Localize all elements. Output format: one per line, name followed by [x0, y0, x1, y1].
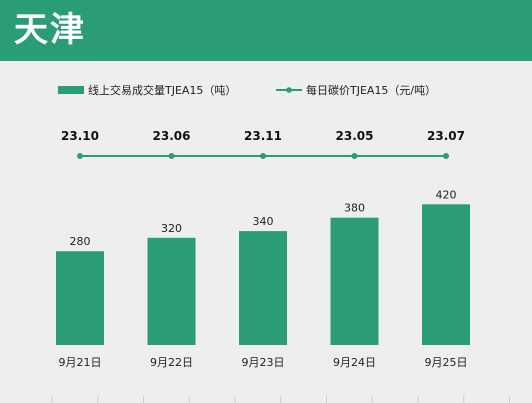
line-point-5 — [443, 153, 449, 159]
line-point-1 — [77, 153, 83, 159]
bar-value-label: 320 — [161, 222, 182, 235]
line-value-label: 23.06 — [153, 129, 191, 143]
bar-series: 280 320 340 380 420 — [56, 188, 470, 345]
x-tick-label: 9月21日 — [59, 356, 102, 369]
header-bar: 天津 — [0, 0, 532, 61]
legend-line-marker — [286, 87, 292, 93]
line-value-label: 23.10 — [61, 129, 99, 143]
bar-4 — [330, 217, 379, 345]
line-point-4 — [351, 153, 358, 159]
x-tick-label: 9月24日 — [333, 356, 376, 369]
bar-2 — [147, 237, 196, 345]
x-tick-label: 9月23日 — [242, 356, 285, 369]
x-tick-label: 9月22日 — [150, 356, 193, 369]
x-tick-label: 9月25日 — [425, 356, 468, 369]
bar-value-label: 340 — [253, 215, 274, 228]
page-title: 天津 — [14, 10, 86, 50]
line-point-2 — [168, 153, 175, 159]
bar-5 — [422, 204, 470, 345]
legend-bar-label: 线上交易成交量TJEA15（吨） — [88, 83, 236, 97]
legend: 线上交易成交量TJEA15（吨） 每日碳价TJEA15（元/吨） — [58, 83, 436, 97]
legend-bar-swatch — [58, 86, 84, 94]
bar-value-label: 380 — [344, 202, 365, 215]
bar-1 — [56, 251, 104, 345]
line-value-label: 23.05 — [336, 129, 374, 143]
line-point-3 — [260, 153, 266, 159]
x-axis: 9月21日 9月22日 9月23日 9月24日 9月25日 — [51, 356, 510, 403]
bar-value-label: 420 — [436, 188, 457, 201]
line-value-label: 23.11 — [244, 129, 282, 143]
bar-3 — [239, 231, 287, 345]
bar-value-label: 280 — [70, 235, 91, 248]
line-series: 23.10 23.06 23.11 23.05 23.07 — [61, 129, 465, 159]
legend-line-label: 每日碳价TJEA15（元/吨） — [306, 83, 436, 97]
line-value-label: 23.07 — [427, 129, 465, 143]
